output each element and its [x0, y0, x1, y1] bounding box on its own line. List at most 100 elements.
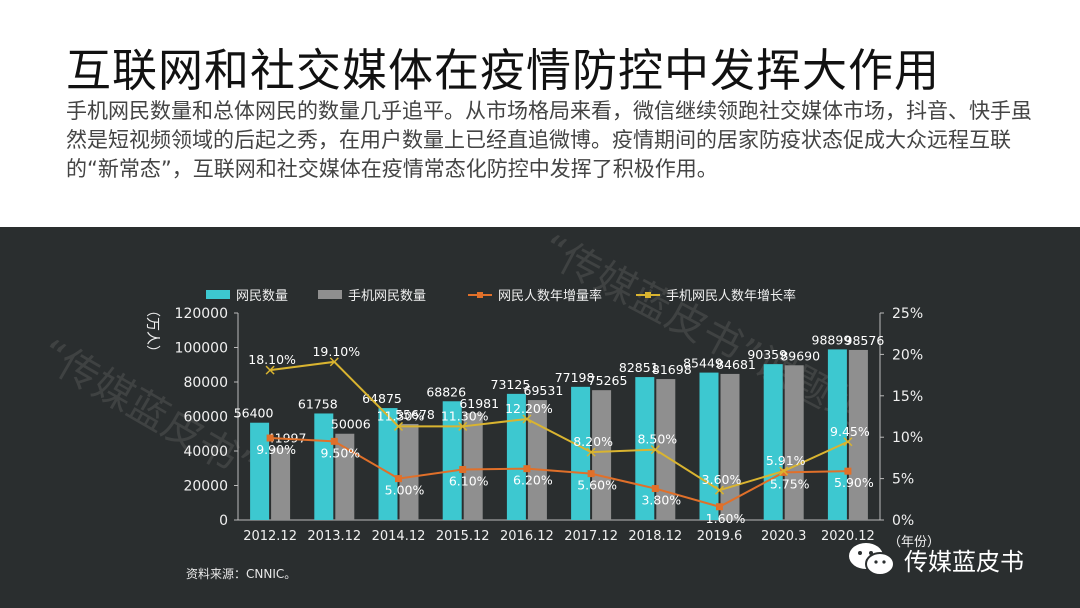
bar-mobile-netizens	[463, 413, 483, 520]
y-axis-label: （万人）	[144, 303, 160, 359]
brand-name: 传媒蓝皮书	[904, 547, 1024, 576]
bar-mobile-netizens	[848, 349, 868, 520]
bar-netizens	[442, 401, 462, 520]
chart-panel: “传媒蓝皮书” “传媒蓝皮书”课题组 0 20000 40000 60000 80000…	[0, 226, 1080, 608]
point-mobile-growth	[458, 421, 468, 431]
point-mobile-growth	[329, 357, 339, 367]
bar-netizens	[827, 349, 847, 520]
line-value-label: 8.20%	[573, 434, 613, 449]
x-tick-label: 2019.6	[697, 529, 743, 544]
point-netizen-growth	[330, 437, 338, 445]
line-value-label: 5.75%	[770, 476, 810, 491]
point-netizen-growth	[716, 503, 723, 511]
page-description: 手机网民数量和总体网民的数量几乎追平。从市场格局来看，微信继续领跑社交媒体市场，…	[66, 99, 1032, 181]
bar-mobile-netizens	[592, 390, 612, 520]
line-mobile-growth	[269, 360, 849, 492]
x-axis-label: （年份）	[888, 535, 940, 550]
legend-swatch	[206, 290, 230, 299]
bar-value-label: 89690	[780, 348, 820, 363]
line-value-label: 5.90%	[834, 475, 874, 490]
point-mobile-growth	[714, 485, 725, 495]
bar-value-label: 69531	[524, 383, 564, 398]
x-tick-label: 2017.12	[564, 529, 618, 544]
combo-chart: 0 20000 40000 60000 80000 100000 120000 0% 5% 10%…	[144, 288, 940, 550]
bar-netizens	[699, 372, 719, 520]
point-netizen-growth	[459, 465, 467, 473]
y-tick-label-right: 25%	[892, 306, 923, 322]
bar-netizens	[763, 364, 783, 520]
y-tick-label-left: 60000	[183, 410, 228, 426]
legend-marker	[645, 292, 651, 298]
x-tick-label: 2015.12	[436, 529, 490, 544]
line-value-label: 11.30%	[377, 408, 425, 423]
line-value-label: 8.50%	[637, 432, 677, 447]
y-tick-label-right: 10%	[892, 430, 923, 446]
line-value-label: 6.10%	[449, 473, 489, 488]
bar-mobile-netizens	[399, 423, 419, 520]
bar-value-label: 64875	[362, 391, 402, 406]
y-tick-label-left: 120000	[175, 306, 228, 322]
point-mobile-growth	[650, 445, 660, 455]
legend-label: 网民人数年增量率	[498, 288, 602, 304]
x-tick-label: 2014.12	[372, 529, 426, 544]
point-mobile-growth	[779, 466, 789, 476]
point-netizen-growth	[844, 467, 852, 475]
line-value-label: 9.50%	[320, 445, 360, 460]
line-value-label: 11.30%	[441, 408, 489, 423]
bar-mobile-netizens	[656, 379, 676, 520]
bar-mobile-netizens	[720, 373, 740, 520]
bar-value-label: 61981	[459, 396, 499, 411]
bar-netizens	[250, 422, 270, 520]
bar-value-label: 73125	[491, 377, 531, 392]
line-value-label: 3.60%	[702, 472, 742, 487]
bar-value-label: 56400	[234, 406, 274, 421]
line-value-label: 9.90%	[256, 442, 296, 457]
bar-value-label: 61758	[298, 396, 338, 411]
point-netizen-growth	[780, 468, 788, 476]
y-tick-label-left: 40000	[183, 444, 228, 460]
bar-netizens	[571, 386, 591, 520]
wechat-icon	[849, 543, 895, 576]
line-value-label: 9.45%	[830, 424, 870, 439]
y-tick-label-left: 100000	[175, 341, 228, 357]
line-value-label: 6.20%	[513, 473, 553, 488]
bar-value-label: 50006	[331, 417, 371, 432]
y-tick-label-right: 15%	[892, 389, 923, 405]
legend-label: 手机网民人数年增长率	[666, 288, 796, 304]
point-mobile-growth	[586, 447, 596, 457]
bar-value-label: 77198	[555, 370, 595, 385]
point-mobile-growth	[393, 421, 404, 431]
y-tick-label-left: 80000	[183, 375, 228, 391]
bar-value-label: 55678	[395, 407, 435, 422]
x-tick-label: 2020.12	[821, 529, 875, 544]
page-title: 互联网和社交媒体在疫情防控中发挥大作用	[66, 44, 941, 97]
bar-value-label: 81698	[652, 362, 692, 377]
bar-value-label: 90359	[747, 347, 787, 362]
point-mobile-growth	[843, 437, 853, 447]
legend-label: 手机网民数量	[348, 289, 426, 304]
bar-netizens	[378, 408, 398, 520]
brand-badge: 传媒蓝皮书	[846, 540, 1024, 578]
bar-value-label: 98576	[845, 333, 885, 348]
line-netizen-growth	[270, 437, 848, 508]
x-tick-label: 2013.12	[307, 529, 361, 544]
y-tick-label-right: 20%	[892, 347, 923, 363]
x-tick-label: 2018.12	[628, 529, 682, 544]
point-netizen-growth	[395, 475, 402, 483]
line-value-label: 3.80%	[641, 493, 681, 508]
bar-value-label: 98899	[812, 332, 852, 347]
bar-netizens	[506, 393, 526, 520]
line-value-label: 18.10%	[248, 352, 296, 367]
line-value-label: 12.20%	[505, 401, 553, 416]
source-note: 资料来源：CNNIC。	[186, 567, 297, 581]
bar-mobile-netizens	[784, 365, 804, 520]
point-netizen-growth	[651, 485, 659, 493]
y-tick-label-right: 0%	[892, 513, 914, 529]
point-netizen-growth	[266, 434, 274, 442]
legend-marker	[477, 292, 483, 298]
bar-value-label: 82851	[619, 360, 659, 375]
bar-mobile-netizens	[527, 400, 547, 520]
bar-value-label: 75265	[588, 373, 628, 388]
bar-value-label: 68826	[426, 384, 466, 399]
line-value-label: 5.91%	[766, 453, 806, 468]
